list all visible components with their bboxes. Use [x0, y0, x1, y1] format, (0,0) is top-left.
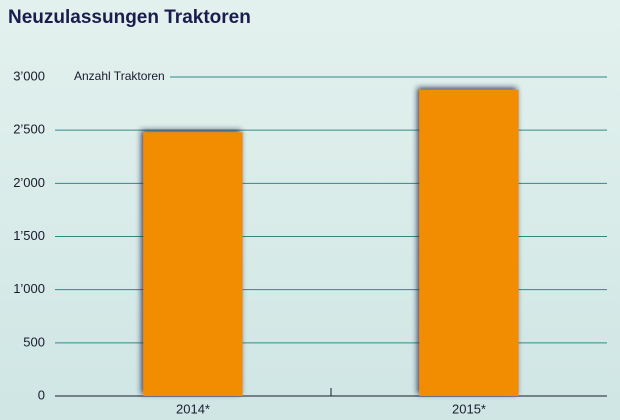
chart-title: Neuzulassungen Traktoren — [8, 7, 251, 28]
x-tick-label: 2014* — [176, 401, 210, 416]
y-axis-label: Anzahl Traktoren — [74, 69, 165, 83]
y-tick-label: 3’000 — [13, 68, 45, 83]
bar — [143, 132, 243, 396]
y-tick-label: 2’500 — [13, 122, 45, 137]
y-tick-label: 1’000 — [13, 281, 45, 296]
y-tick-label: 1’500 — [13, 228, 45, 243]
x-tick-label: 2015* — [452, 401, 486, 416]
y-tick-label: 500 — [23, 334, 45, 349]
y-tick-label: 0 — [38, 387, 45, 402]
y-tick-label: 2’000 — [13, 175, 45, 190]
bar — [419, 89, 519, 396]
